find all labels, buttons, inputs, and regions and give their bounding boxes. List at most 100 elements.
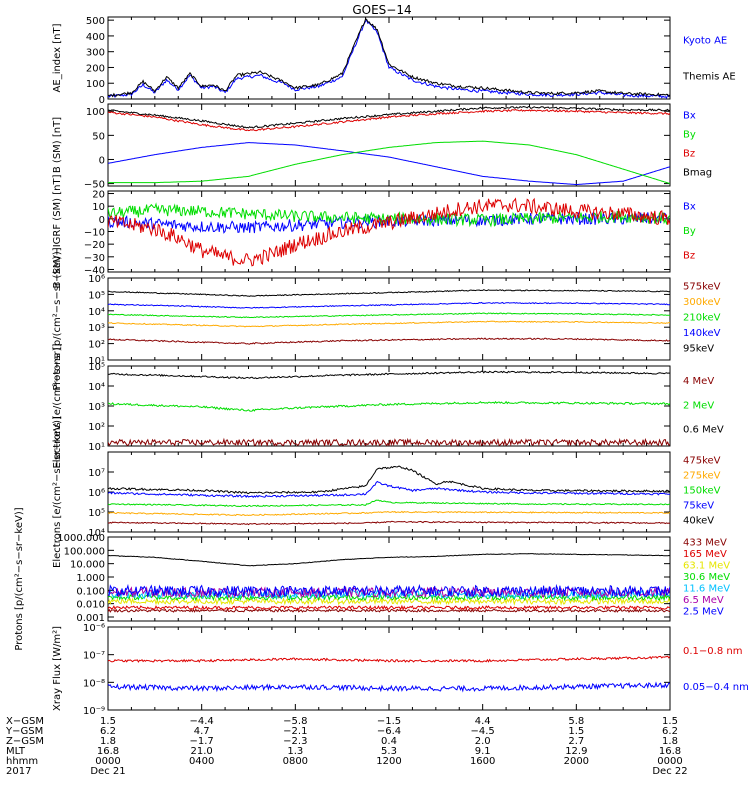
y-tick-label: 10.000 <box>70 560 105 571</box>
legend-entry: 30.6 MeV <box>683 572 730 583</box>
series-line-95kev <box>108 289 670 297</box>
y-axis-label: Electrons [e/(cm²−s−sr)] <box>52 343 63 468</box>
y-tick-label: 100 <box>86 107 105 118</box>
orbit-row-label: MLT <box>6 746 26 757</box>
y-tick-label: 10⁵ <box>88 362 105 373</box>
legend-entry: 0.6 MeV <box>683 425 724 436</box>
y-axis-label: B (SM)−IGRF (SM) [nT] <box>52 174 63 288</box>
legend-entry: 2 MeV <box>683 400 714 411</box>
y-tick-label: 10¹ <box>88 442 105 453</box>
legend-entry: 11.6 MeV <box>683 584 730 595</box>
series-line-bmag <box>108 105 670 129</box>
series-line-300kev <box>108 320 670 328</box>
series-line-433-mev <box>108 608 670 613</box>
y-tick-label: −20 <box>84 240 105 251</box>
series-line-0-6-mev <box>108 370 670 380</box>
orbit-cell: 1.8 <box>662 736 678 747</box>
series-line-575kev <box>108 337 670 345</box>
orbit-cell: 9.1 <box>475 746 491 757</box>
legend-entry: 475keV <box>683 455 721 466</box>
y-axis-label: Xray Flux [W/m²] <box>52 626 63 711</box>
orbit-cell: 0000 <box>657 756 682 767</box>
legend-entry: 275keV <box>683 470 721 481</box>
series-line-2-mev <box>108 400 670 412</box>
y-tick-label: −50 <box>84 180 105 191</box>
y-tick-label: 10⁻⁷ <box>83 651 105 662</box>
orbit-cell: −1.7 <box>190 736 214 747</box>
legend-entry: 63.1 MeV <box>683 561 730 572</box>
orbit-cell: 21.0 <box>191 746 213 757</box>
y-axis-label: Protons [p/(cm²−s−sr−keV)] <box>14 507 25 650</box>
chart-title: GOES−14 <box>352 3 411 17</box>
orbit-cell: Dec 21 <box>90 766 125 777</box>
y-tick-label: 10⁶ <box>88 274 105 285</box>
series-line-30-6-mev <box>108 592 670 602</box>
orbit-cell: 16.8 <box>659 746 681 757</box>
orbit-cell: 2000 <box>564 756 589 767</box>
y-tick-label: 10² <box>88 422 105 433</box>
y-tick-label: 0.100 <box>76 586 105 597</box>
y-tick-label: 300 <box>86 48 105 59</box>
y-tick-label: 100 <box>86 79 105 90</box>
orbit-cell: 1600 <box>470 756 495 767</box>
legend-entry: 210keV <box>683 313 721 324</box>
orbit-cell: 12.9 <box>565 746 587 757</box>
legend-entry: Themis AE <box>682 71 736 82</box>
series-line-275kev <box>108 510 670 517</box>
y-tick-label: 10⁴ <box>88 307 105 318</box>
orbit-cell: 16.8 <box>97 746 119 757</box>
orbit-cell: −4.5 <box>471 726 495 737</box>
orbit-cell: 1.5 <box>662 716 678 727</box>
panel-5: 10¹ 10² 10³ 10⁴ 10⁵ Electrons [e/(cm²−s−sr)] 4… <box>52 343 724 468</box>
series-line-40kev <box>108 465 670 495</box>
legend-entry: Bx <box>683 201 696 212</box>
y-axis-label: Electrons [e/(cm²−s−sr−keV)] <box>52 416 63 568</box>
y-tick-label: 10¹ <box>88 356 105 367</box>
orbit-row-label: Y−GSM <box>5 726 43 737</box>
y-tick-label: 10⁻⁶ <box>83 623 105 634</box>
legend-entry: 575keV <box>683 282 721 293</box>
legend-entry: Bmag <box>683 168 712 179</box>
orbit-cell: −6.4 <box>377 726 401 737</box>
legend-entry: 0.1−0.8 nm <box>683 646 742 657</box>
orbit-cell: −2.1 <box>283 726 307 737</box>
panel-4: 10¹ 10² 10³ 10⁴ 10⁵ 10⁶ Protons [p/(cm²−s−sr−k… <box>52 247 721 390</box>
y-tick-label: 0 <box>99 95 105 106</box>
y-tick-label: 10⁴ <box>88 528 105 539</box>
orbit-cell: 1.5 <box>100 716 116 727</box>
y-tick-label: 10⁻⁹ <box>83 706 105 717</box>
legend-entry: 300keV <box>683 297 721 308</box>
y-tick-label: 0.010 <box>76 600 105 611</box>
y-tick-label: 100.000 <box>64 546 105 557</box>
y-tick-label: 400 <box>86 32 105 43</box>
y-tick-label: 10⁴ <box>88 382 105 393</box>
orbit-cell: 0.4 <box>381 736 397 747</box>
series-line-210kev <box>108 312 670 319</box>
legend-entry: 75keV <box>683 501 714 512</box>
y-tick-label: 20 <box>92 190 105 201</box>
legend-entry: By <box>683 129 696 140</box>
series-line-0-05-0-4-nm <box>108 681 670 693</box>
y-tick-label: 10³ <box>88 323 105 334</box>
legend-entry: 40keV <box>683 516 714 527</box>
orbit-cell: 5.8 <box>568 716 584 727</box>
y-tick-label: 500 <box>86 16 105 27</box>
orbit-cell: 5.3 <box>381 746 397 757</box>
y-axis-label: Protons [p/(cm²−s−sr−keV)] <box>52 247 63 390</box>
legend-entry: 4 MeV <box>683 376 714 387</box>
series-line-63-1-mev <box>108 596 670 606</box>
legend-entry: 433 MeV <box>683 538 727 549</box>
legend-entry: 6.5 MeV <box>683 595 724 606</box>
legend-entry: Kyoto AE <box>683 36 727 47</box>
legend-entry: 95keV <box>683 343 714 354</box>
series-line-unlabeled <box>108 553 670 567</box>
orbit-cell: 4.7 <box>194 726 210 737</box>
y-tick-label: 10 <box>92 202 105 213</box>
legend-entry: Bx <box>683 110 696 121</box>
legend-entry: 165 MeV <box>683 549 727 560</box>
orbit-row-label: 2017 <box>6 766 31 777</box>
y-tick-label: 200 <box>86 63 105 74</box>
orbit-cell: 6.2 <box>100 726 116 737</box>
legend-entry: 140keV <box>683 328 721 339</box>
